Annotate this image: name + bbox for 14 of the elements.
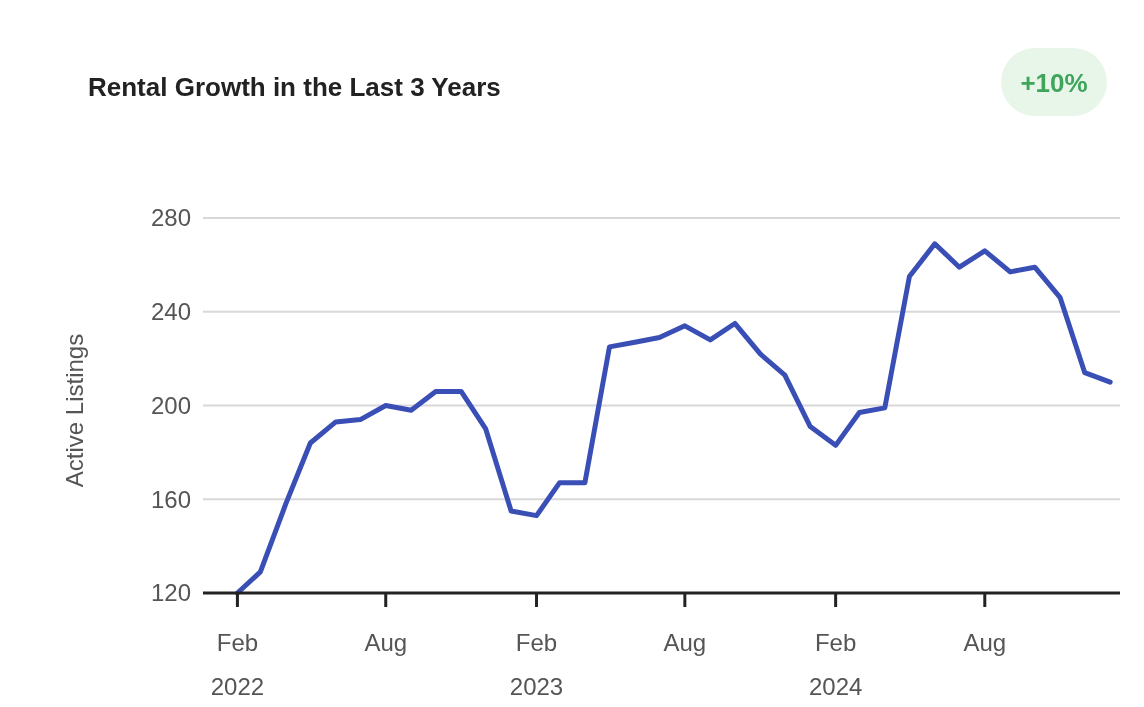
chart-title: Rental Growth in the Last 3 Years [88, 72, 501, 102]
y-axis-title: Active Listings [61, 333, 88, 488]
x-tick-label: Aug [364, 629, 408, 656]
x-tick-label: Aug [663, 629, 707, 656]
x-tick-label: Aug [963, 629, 1007, 656]
y-tick-label: 160 [150, 485, 191, 513]
text: +10% [1020, 68, 1088, 98]
x-tick-label: Feb 2022 [210, 629, 265, 700]
x-tick-label: Feb 2024 [808, 629, 863, 700]
y-tick-label: 280 [150, 204, 191, 232]
y-tick-label: 200 [150, 391, 191, 419]
x-tick-label: Feb 2023 [509, 629, 564, 700]
y-tick-label: 240 [150, 298, 191, 326]
y-tick-label: 120 [150, 579, 191, 607]
